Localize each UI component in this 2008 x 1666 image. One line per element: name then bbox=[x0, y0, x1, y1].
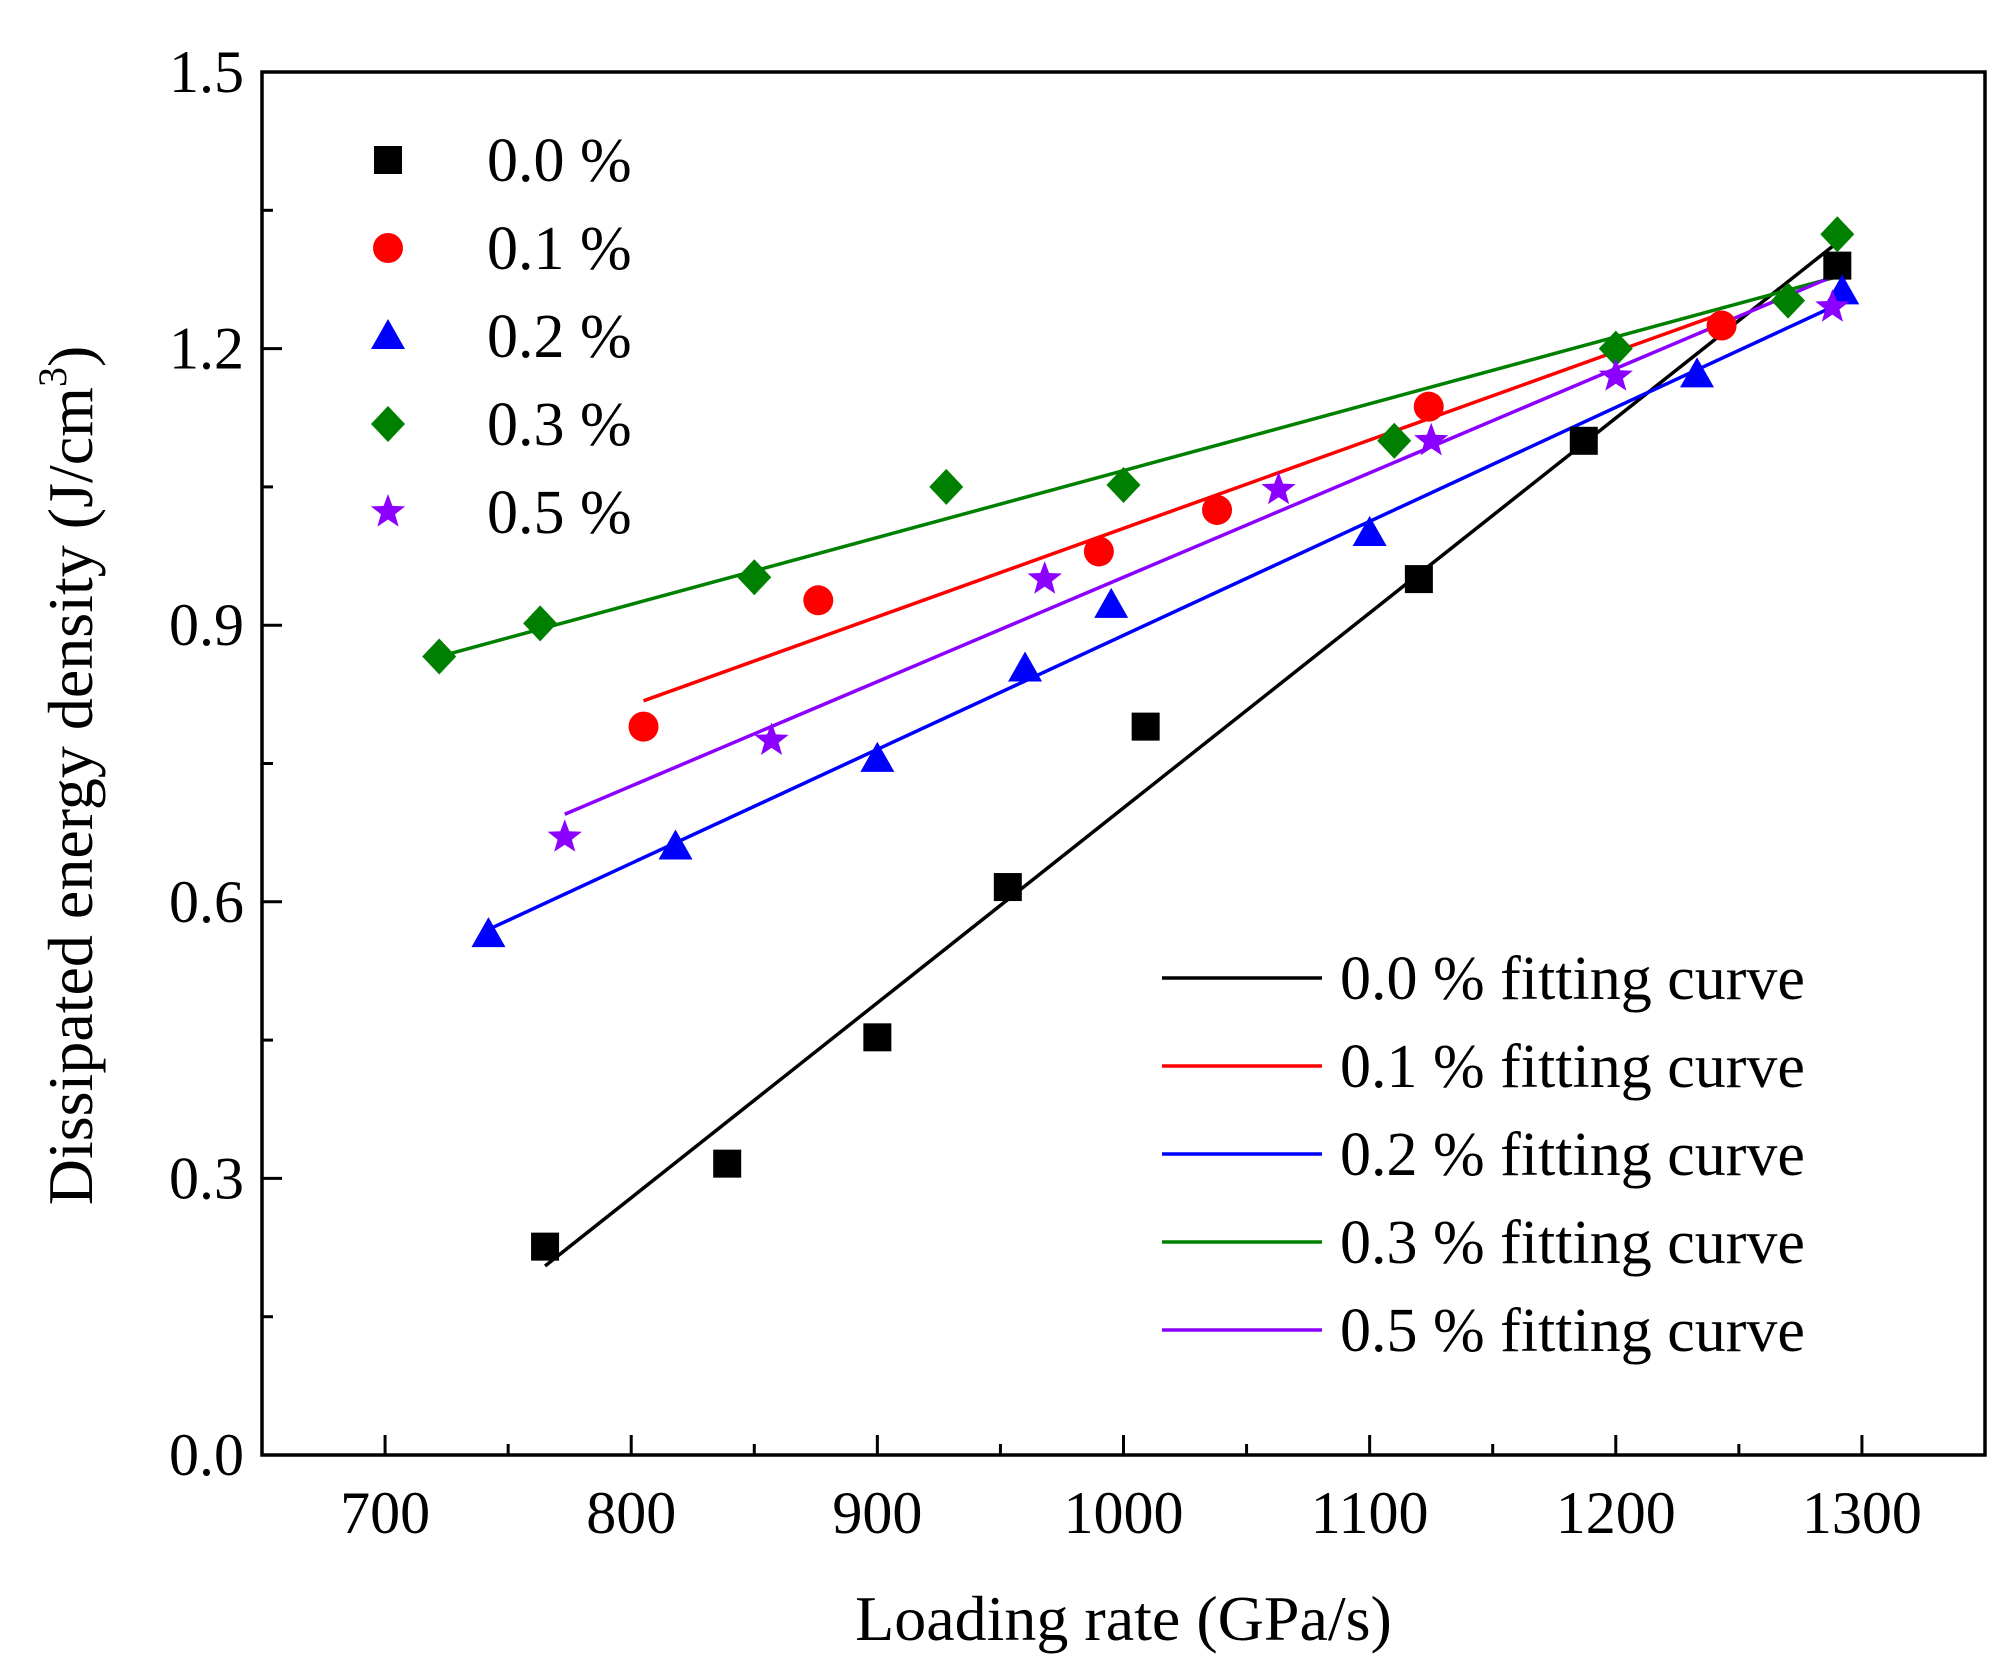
legend-marker bbox=[374, 146, 402, 174]
data-point bbox=[628, 711, 659, 742]
fit-line bbox=[564, 275, 1834, 816]
fit-line bbox=[438, 274, 1838, 659]
x-tick-label: 900 bbox=[832, 1480, 922, 1546]
legend-entry-label: 0.2 % bbox=[487, 303, 632, 371]
legend-entry-label: 0.5 % bbox=[487, 479, 632, 547]
data-point bbox=[993, 873, 1022, 902]
data-point bbox=[1352, 516, 1387, 546]
data-point bbox=[471, 917, 506, 948]
data-point bbox=[1823, 251, 1852, 280]
legend-fit-label: 0.5 % fitting curve bbox=[1340, 1297, 1805, 1365]
data-point bbox=[1377, 422, 1412, 459]
data-point bbox=[803, 585, 834, 616]
fit-legend: 0.0 % fitting curve 0.1 % fitting curve 0.… bbox=[1162, 945, 1805, 1365]
data-point bbox=[531, 1232, 560, 1261]
x-tick-label: 1200 bbox=[1556, 1480, 1676, 1546]
data-point bbox=[1404, 565, 1433, 594]
fit-line bbox=[642, 311, 1723, 703]
y-tick-label: 0.6 bbox=[169, 869, 244, 935]
data-point bbox=[1027, 561, 1062, 594]
data-point bbox=[754, 722, 789, 755]
data-point bbox=[713, 1149, 742, 1178]
y-tick-label: 1.2 bbox=[169, 316, 244, 382]
y-tick-label: 0.0 bbox=[169, 1422, 244, 1488]
fit-line bbox=[543, 241, 1839, 1268]
data-point bbox=[422, 638, 457, 675]
data-point bbox=[1083, 536, 1114, 567]
data-point bbox=[1413, 391, 1444, 422]
legend-fit-label: 0.1 % fitting curve bbox=[1340, 1033, 1805, 1101]
data-point bbox=[1008, 651, 1043, 682]
legend-fit-label: 0.0 % fitting curve bbox=[1340, 945, 1805, 1013]
data-point bbox=[863, 1023, 892, 1052]
y-tick-label: 0.9 bbox=[169, 592, 244, 658]
scatter-legend: 0.0 % 0.1 % 0.2 % 0.3 % 0.5 % bbox=[370, 127, 632, 547]
legend-fit-label: 0.2 % fitting curve bbox=[1340, 1121, 1805, 1189]
data-point bbox=[1815, 289, 1850, 322]
legend-marker bbox=[370, 494, 406, 527]
y-tick-label: 0.3 bbox=[169, 1145, 244, 1211]
data-point bbox=[547, 819, 582, 852]
data-point bbox=[860, 741, 895, 772]
data-point bbox=[1680, 357, 1715, 388]
y-axis-label-main: Dissipated energy density (J/cm bbox=[35, 387, 106, 1205]
data-point bbox=[1771, 282, 1806, 319]
legend-entry-label: 0.3 % bbox=[487, 391, 632, 459]
y-tick-label: 1.5 bbox=[169, 39, 244, 105]
data-point bbox=[1820, 216, 1855, 253]
data-point bbox=[1131, 712, 1160, 741]
y-axis-label-superscript: 3 bbox=[30, 367, 75, 387]
data-point bbox=[1106, 467, 1141, 504]
x-tick-label: 1000 bbox=[1064, 1480, 1184, 1546]
fit-lines bbox=[438, 241, 1843, 1268]
x-tick-label: 1100 bbox=[1311, 1480, 1429, 1546]
data-point bbox=[737, 559, 772, 596]
y-axis-label-close: ) bbox=[35, 346, 106, 367]
legend-fit-label: 0.3 % fitting curve bbox=[1340, 1209, 1805, 1277]
data-point bbox=[658, 829, 693, 860]
data-point bbox=[1598, 358, 1633, 391]
data-point bbox=[1598, 330, 1633, 367]
x-tick-label: 1300 bbox=[1802, 1480, 1922, 1546]
x-tick-label: 700 bbox=[340, 1480, 430, 1546]
data-markers bbox=[422, 216, 1860, 1261]
fit-line bbox=[487, 300, 1843, 932]
data-point bbox=[1414, 422, 1449, 456]
legend-marker bbox=[371, 319, 405, 349]
data-point bbox=[1706, 310, 1737, 341]
x-tick-label: 800 bbox=[586, 1480, 676, 1546]
legend-marker bbox=[373, 233, 403, 263]
data-point bbox=[929, 468, 964, 505]
data-point bbox=[1261, 471, 1296, 505]
legend-marker bbox=[371, 406, 405, 442]
data-point bbox=[523, 605, 558, 642]
axis-ticks: 700 800 900 1000 1100 1200 1300 0.0 0.3 0.6 0.9 1.2… bbox=[169, 39, 1987, 1546]
x-axis-label: Loading rate (GPa/s) bbox=[855, 1583, 1392, 1654]
legend-entry-label: 0.1 % bbox=[487, 215, 632, 283]
y-axis-label: Dissipated energy density (J/cm3) bbox=[30, 346, 106, 1206]
data-point bbox=[1202, 494, 1233, 525]
data-point bbox=[1569, 426, 1598, 455]
data-point bbox=[1094, 587, 1129, 618]
legend-entry-label: 0.0 % bbox=[487, 127, 632, 195]
